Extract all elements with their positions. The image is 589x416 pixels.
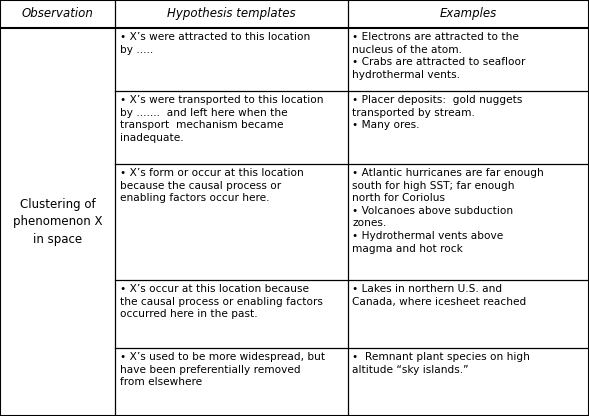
Text: Observation: Observation: [21, 7, 94, 20]
Text: •  Remnant plant species on high
altitude “sky islands.”: • Remnant plant species on high altitude…: [352, 352, 530, 375]
Text: • X’s occur at this location because
the causal process or enabling factors
occu: • X’s occur at this location because the…: [120, 284, 322, 319]
Text: Clustering of
phenomenon X
in space: Clustering of phenomenon X in space: [13, 198, 102, 246]
Text: Examples: Examples: [439, 7, 497, 20]
Text: Hypothesis templates: Hypothesis templates: [167, 7, 296, 20]
Text: • Atlantic hurricanes are far enough
south for high SST; far enough
north for Co: • Atlantic hurricanes are far enough sou…: [352, 168, 544, 253]
Text: • Electrons are attracted to the
nucleus of the atom.
• Crabs are attracted to s: • Electrons are attracted to the nucleus…: [352, 32, 525, 80]
Text: • Lakes in northern U.S. and
Canada, where icesheet reached: • Lakes in northern U.S. and Canada, whe…: [352, 284, 527, 307]
Text: • X’s form or occur at this location
because the causal process or
enabling fact: • X’s form or occur at this location bec…: [120, 168, 303, 203]
Text: • Placer deposits:  gold nuggets
transported by stream.
• Many ores.: • Placer deposits: gold nuggets transpor…: [352, 95, 522, 130]
Text: • X’s used to be more widespread, but
have been preferentially removed
from else: • X’s used to be more widespread, but ha…: [120, 352, 325, 387]
Text: • X’s were attracted to this location
by .....: • X’s were attracted to this location by…: [120, 32, 310, 54]
Text: • X’s were transported to this location
by .......  and left here when the
trans: • X’s were transported to this location …: [120, 95, 323, 143]
